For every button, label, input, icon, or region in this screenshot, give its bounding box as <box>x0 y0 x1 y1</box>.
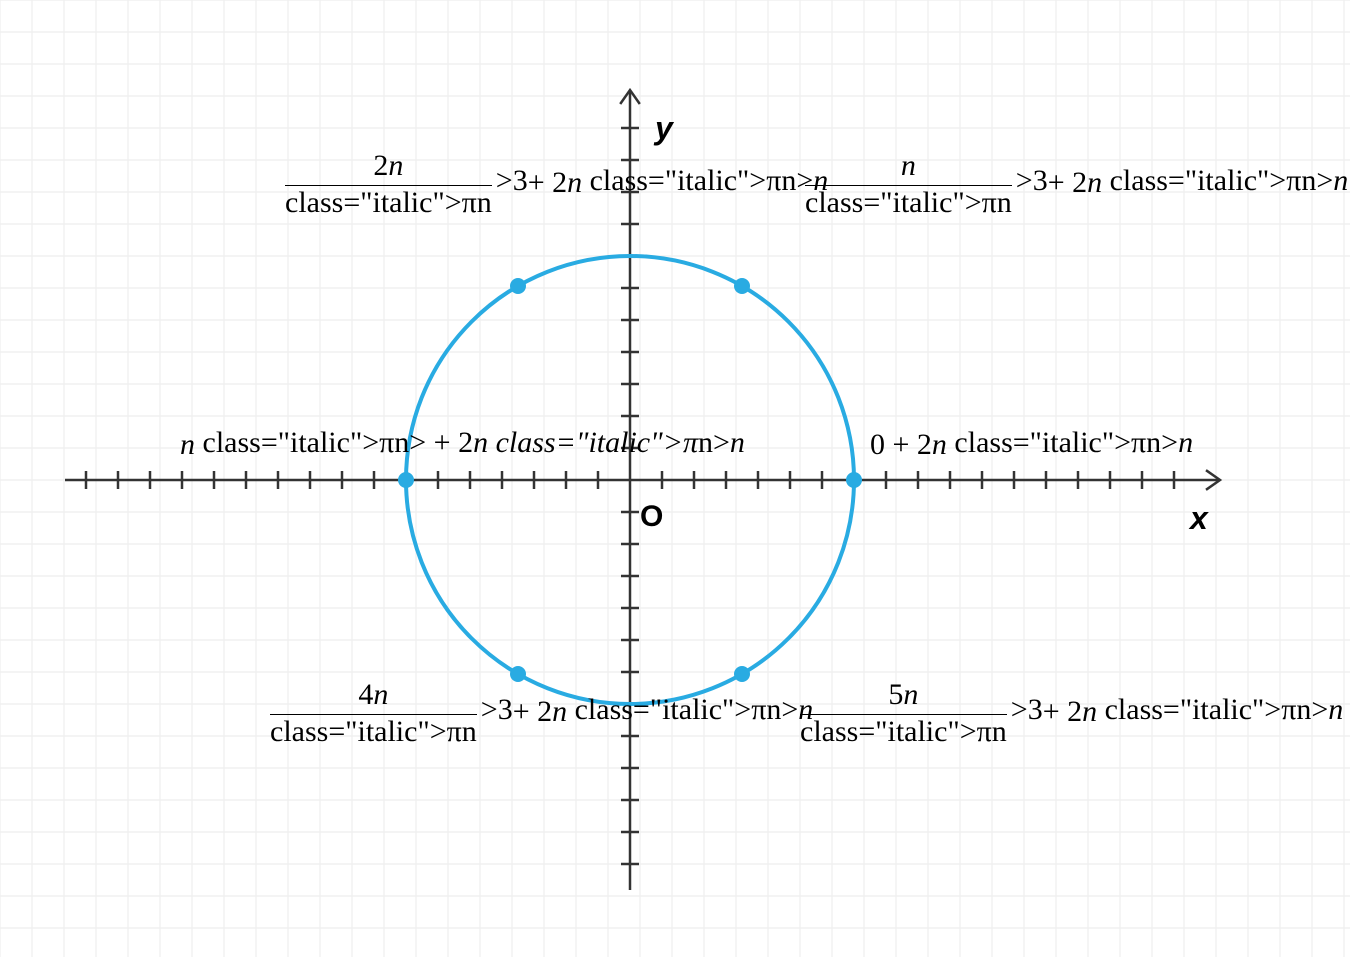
x-axis-label: x <box>1190 500 1208 537</box>
origin-label: O <box>640 500 663 534</box>
angle-label-180: n class="italic">πn> + 2n class="italic"… <box>180 426 745 462</box>
angle-label-300: 5n class="italic">πn>3 + 2n class="itali… <box>800 676 1343 749</box>
angle-label-0: 0 + 2n class="italic">πn>n <box>870 426 1193 462</box>
y-axis-label: y <box>655 110 673 147</box>
circle-point <box>734 278 750 294</box>
circle-point <box>846 472 862 488</box>
unit-circle-diagram <box>0 0 1350 957</box>
angle-label-240: 4n class="italic">πn>3 + 2n class="itali… <box>270 676 813 749</box>
circle-point <box>398 472 414 488</box>
angle-label-120: 2n class="italic">πn>3 + 2n class="itali… <box>285 147 828 220</box>
angle-label-60: n class="italic">πn>3 + 2n class="italic… <box>805 147 1348 220</box>
circle-point <box>510 278 526 294</box>
grid <box>0 0 1350 957</box>
